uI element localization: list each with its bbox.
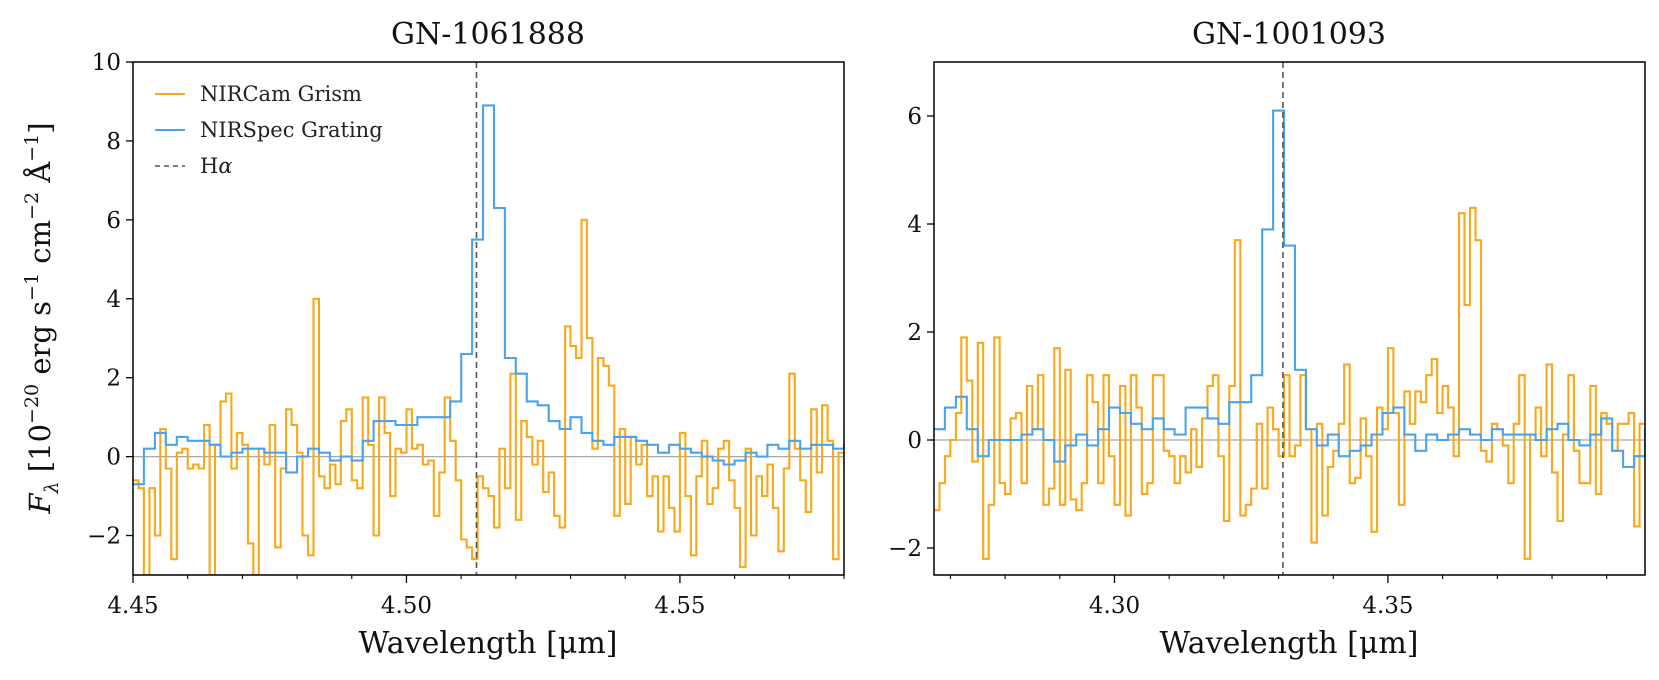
panel-right-frame bbox=[933, 61, 1646, 576]
legend-label-halpha: Hα bbox=[200, 154, 233, 178]
panel-right-axes: −2 0 2 4 6 4.30 4.35 bbox=[888, 104, 1608, 619]
series-nircam-grism bbox=[133, 218, 844, 575]
y-tick-label: 2 bbox=[106, 366, 121, 392]
panel-right: GN-1001093 −2 0 2 4 6 4.30 4.35 Wavelength [μm… bbox=[888, 17, 1646, 661]
y-tick-label: 4 bbox=[106, 287, 121, 313]
y-tick-label: 0 bbox=[907, 428, 922, 454]
y-tick-label: −2 bbox=[87, 524, 121, 550]
y-tick-label: 4 bbox=[907, 212, 922, 238]
panel-left: GN-1061888 −2 0 2 4 6 8 10 4.45 4.50 4.55 Wavelen… bbox=[21, 17, 845, 661]
y-tick-label: 2 bbox=[907, 320, 922, 346]
panel-left-xlabel: Wavelength [μm] bbox=[359, 626, 618, 661]
series-nirspec-grating bbox=[934, 109, 1645, 469]
legend-label-nircam: NIRCam Grism bbox=[200, 82, 362, 106]
panel-right-xlabel: Wavelength [μm] bbox=[1160, 626, 1419, 661]
x-tick-label: 4.30 bbox=[1089, 593, 1140, 619]
x-tick-label: 4.45 bbox=[107, 593, 158, 619]
panel-right-plot-area bbox=[934, 62, 1645, 575]
series-nirspec-grating bbox=[133, 104, 844, 486]
x-tick-label: 4.50 bbox=[381, 593, 432, 619]
series-nircam-grism bbox=[934, 206, 1645, 560]
y-tick-label: 6 bbox=[106, 208, 121, 234]
panel-left-axes: −2 0 2 4 6 8 10 4.45 4.50 4.55 bbox=[87, 50, 845, 619]
panel-left-legend: NIRCam Grism NIRSpec Grating Hα bbox=[155, 82, 383, 178]
x-tick-label: 4.55 bbox=[654, 593, 705, 619]
panel-left-plot-area bbox=[133, 62, 844, 575]
panel-left-title: GN-1061888 bbox=[391, 17, 585, 52]
legend-label-nirspec: NIRSpec Grating bbox=[200, 118, 383, 142]
y-tick-label: 6 bbox=[907, 104, 922, 130]
y-tick-label: 0 bbox=[106, 445, 121, 471]
x-tick-label: 4.35 bbox=[1362, 593, 1413, 619]
y-tick-label: 8 bbox=[106, 129, 121, 155]
panel-right-title: GN-1001093 bbox=[1192, 17, 1386, 52]
y-tick-label: −2 bbox=[888, 536, 922, 562]
panel-left-ylabel: Fλ [10−20 erg s−1 cm−2 Å−1] bbox=[21, 122, 63, 514]
panel-left-frame bbox=[132, 61, 845, 576]
y-tick-label: 10 bbox=[92, 50, 121, 76]
